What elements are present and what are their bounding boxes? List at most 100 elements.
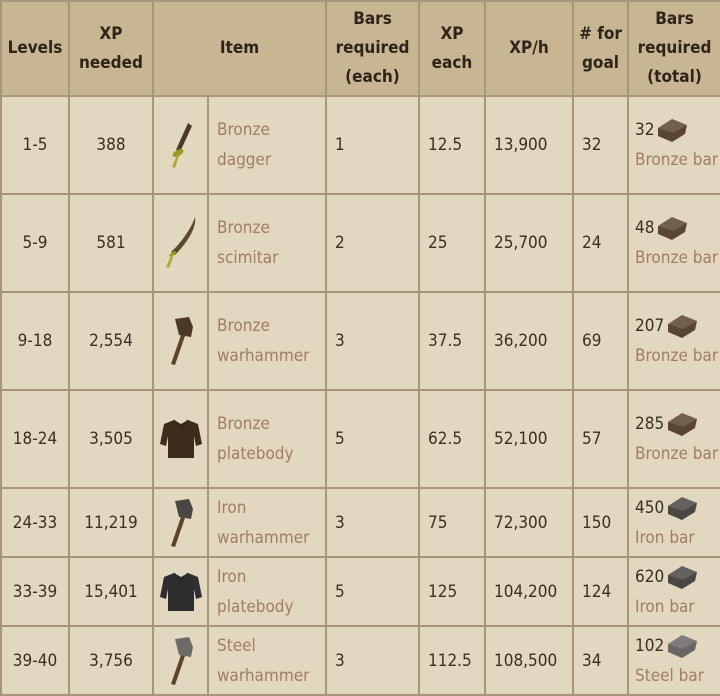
item-name-cell: Bronze dagger: [207, 95, 327, 195]
header-xp-each[interactable]: XP each: [418, 0, 486, 97]
table-row: 5-9 581 Bronze scimitar 2 25 25,700 24 48 Bronze…: [0, 193, 720, 293]
bars-total-cell: 48 Bronze bar: [627, 193, 720, 293]
table-row: 39-40 3,756 Steel warhammer 3 112.5 108,500 34…: [0, 625, 720, 696]
bars-each-cell: 5: [325, 389, 420, 489]
xp-needed-cell: 581: [68, 193, 154, 293]
item-name-cell: Iron warhammer: [207, 487, 327, 558]
levels-cell: 39-40: [0, 625, 70, 696]
bars-each-cell: 1: [325, 95, 420, 195]
bar-link[interactable]: Bronze bar: [635, 444, 719, 464]
bars-total-count: 102: [635, 635, 665, 656]
levels-cell: 5-9: [0, 193, 70, 293]
item-link[interactable]: Bronze dagger: [217, 120, 272, 170]
bars-total-count: 450: [635, 497, 665, 518]
xp-each-cell: 12.5: [418, 95, 486, 195]
bar-link[interactable]: Bronze bar: [635, 150, 719, 170]
for-goal-cell: 24: [572, 193, 629, 293]
item-image-cell: [152, 389, 209, 489]
xp-each-cell: 75: [418, 487, 486, 558]
bronze-bar-icon[interactable]: [654, 217, 690, 240]
xp-needed-cell: 3,756: [68, 625, 154, 696]
for-goal-cell: 32: [572, 95, 629, 195]
bars-total-cell: 450 Iron bar: [627, 487, 720, 558]
header-levels[interactable]: Levels: [0, 0, 70, 97]
bar-link[interactable]: Steel bar: [635, 665, 705, 686]
xp-each-cell: 125: [418, 556, 486, 627]
steel-bar-icon[interactable]: [664, 634, 700, 658]
levels-cell: 18-24: [0, 389, 70, 489]
xp-needed-cell: 2,554: [68, 291, 154, 391]
bars-total-count: 285: [635, 414, 665, 434]
item-image-cell: [152, 291, 209, 391]
bars-total-cell: 285 Bronze bar: [627, 389, 720, 489]
header-for-goal[interactable]: # for goal: [572, 0, 629, 97]
bar-link[interactable]: Iron bar: [635, 596, 695, 617]
xp-per-hour-cell: 52,100: [484, 389, 574, 489]
bar-link[interactable]: Iron bar: [635, 527, 695, 548]
bronze-warhammer-icon[interactable]: [165, 315, 197, 367]
bars-total-count: 207: [635, 316, 665, 336]
item-image-cell: [152, 556, 209, 627]
for-goal-cell: 150: [572, 487, 629, 558]
bars-total-cell: 102 Steel bar: [627, 625, 720, 696]
header-xp-h[interactable]: XP/h: [484, 0, 574, 97]
xp-per-hour-cell: 25,700: [484, 193, 574, 293]
xp-per-hour-cell: 72,300: [484, 487, 574, 558]
bar-link[interactable]: Bronze bar: [635, 248, 719, 268]
bars-each-cell: 3: [325, 291, 420, 391]
item-name-cell: Bronze platebody: [207, 389, 327, 489]
item-link[interactable]: Bronze platebody: [217, 414, 294, 464]
item-link[interactable]: Steel warhammer: [217, 635, 310, 686]
levels-cell: 33-39: [0, 556, 70, 627]
bar-link[interactable]: Bronze bar: [635, 346, 719, 366]
bronze-scimitar-icon[interactable]: [163, 215, 199, 271]
item-image-cell: [152, 193, 209, 293]
item-link[interactable]: Iron warhammer: [217, 497, 310, 548]
bronze-bar-icon[interactable]: [664, 315, 700, 338]
iron-platebody-icon[interactable]: [158, 571, 204, 613]
xp-per-hour-cell: 13,900: [484, 95, 574, 195]
xp-per-hour-cell: 108,500: [484, 625, 574, 696]
header-item[interactable]: Item: [152, 0, 327, 97]
iron-bar-icon[interactable]: [664, 565, 700, 589]
bronze-platebody-icon[interactable]: [158, 418, 204, 460]
iron-bar-icon[interactable]: [664, 496, 700, 520]
iron-warhammer-icon[interactable]: [165, 497, 197, 549]
bronze-dagger-icon[interactable]: [166, 120, 196, 170]
bronze-bar-icon[interactable]: [654, 119, 690, 142]
bars-total-cell: 207 Bronze bar: [627, 291, 720, 391]
item-name-cell: Bronze scimitar: [207, 193, 327, 293]
xp-needed-cell: 388: [68, 95, 154, 195]
steel-warhammer-icon[interactable]: [165, 635, 197, 687]
xp-per-hour-cell: 104,200: [484, 556, 574, 627]
item-name-cell: Iron platebody: [207, 556, 327, 627]
xp-needed-cell: 11,219: [68, 487, 154, 558]
item-name-cell: Steel warhammer: [207, 625, 327, 696]
bars-total-cell: 620 Iron bar: [627, 556, 720, 627]
bronze-bar-icon[interactable]: [664, 413, 700, 436]
item-link[interactable]: Bronze scimitar: [217, 218, 279, 268]
table-row: 33-39 15,401 Iron platebody 5 125 104,200 124 6…: [0, 556, 720, 627]
levels-cell: 9-18: [0, 291, 70, 391]
bars-each-cell: 3: [325, 487, 420, 558]
item-image-cell: [152, 95, 209, 195]
header-xp-needed[interactable]: XP needed: [68, 0, 154, 97]
header-bars-each[interactable]: Bars required (each): [325, 0, 420, 97]
xp-needed-cell: 3,505: [68, 389, 154, 489]
table-row: 24-33 11,219 Iron warhammer 3 75 72,300 150 450…: [0, 487, 720, 558]
table-row: 1-5 388 Bronze dagger 1 12.5 13,900 32 32 Bronze…: [0, 95, 720, 195]
xp-each-cell: 62.5: [418, 389, 486, 489]
xp-per-hour-cell: 36,200: [484, 291, 574, 391]
header-bars-total[interactable]: Bars required (total): [627, 0, 720, 97]
levels-cell: 24-33: [0, 487, 70, 558]
bars-each-cell: 2: [325, 193, 420, 293]
item-link[interactable]: Iron platebody: [217, 566, 294, 617]
xp-each-cell: 112.5: [418, 625, 486, 696]
bars-total-count: 32: [635, 120, 655, 140]
bars-each-cell: 5: [325, 556, 420, 627]
bars-total-cell: 32 Bronze bar: [627, 95, 720, 195]
for-goal-cell: 34: [572, 625, 629, 696]
item-link[interactable]: Bronze warhammer: [217, 316, 310, 366]
item-image-cell: [152, 625, 209, 696]
for-goal-cell: 124: [572, 556, 629, 627]
